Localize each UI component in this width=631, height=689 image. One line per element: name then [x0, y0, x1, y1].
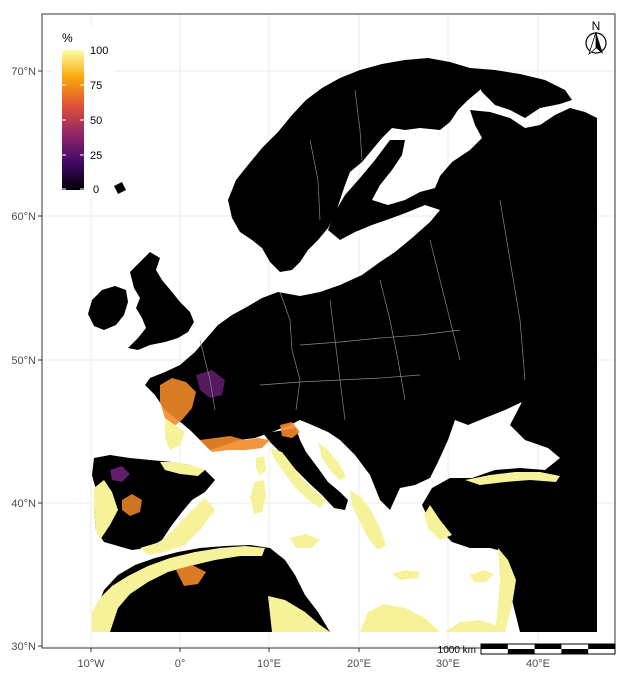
- legend-colorbar: [62, 50, 84, 190]
- great-britain: [128, 252, 194, 350]
- north-africa-orange: [176, 565, 206, 586]
- france-sw-light: [165, 418, 185, 450]
- north-arrow: N: [585, 19, 607, 56]
- x-axis: 10°W 0° 10°E 20°E 30°E 40°E: [77, 648, 550, 670]
- kola-peninsula: [470, 68, 572, 118]
- scale-bar: 1000 km: [438, 643, 616, 656]
- legend-label: 50: [90, 115, 102, 127]
- tunisia-libya-light: [268, 596, 330, 632]
- iberia-light-south: [140, 498, 215, 555]
- crete-light: [392, 570, 420, 580]
- y-tick-label: 70°N: [11, 66, 36, 78]
- egypt-light: [445, 620, 500, 632]
- levant-light: [495, 548, 516, 632]
- y-tick-label: 40°N: [11, 498, 36, 510]
- scale-bar-segment: [534, 644, 562, 649]
- x-tick-label: 20°E: [347, 658, 371, 670]
- scale-bar-segment: [481, 644, 508, 649]
- corsica-light: [256, 456, 266, 476]
- shetland-islands: [114, 182, 126, 194]
- scale-bar-segment: [561, 649, 589, 654]
- italy-orange-north: [280, 422, 300, 438]
- country-borders: [199, 89, 526, 421]
- scandinavia: [228, 58, 488, 272]
- sicily-light: [290, 534, 320, 548]
- x-tick-label: 10°W: [77, 658, 105, 670]
- iberia-orange-patch: [122, 494, 142, 516]
- north-africa-light: [92, 546, 265, 632]
- legend-title: %: [62, 31, 73, 45]
- legend-label: 25: [90, 150, 102, 162]
- legend-label: 75: [90, 80, 102, 92]
- legend-label: 100: [90, 45, 108, 57]
- italy-light-coast: [270, 448, 326, 508]
- iberia-purple-patch: [110, 466, 130, 482]
- greece-light: [350, 490, 386, 550]
- balearic-light: [200, 506, 214, 516]
- mediterranean-france-coast: [200, 436, 270, 452]
- scale-bar-segment: [588, 644, 615, 649]
- adriatic-coast-light: [318, 442, 346, 480]
- x-tick-label: 40°E: [526, 658, 550, 670]
- y-tick-label: 30°N: [11, 641, 36, 653]
- y-tick-label: 50°N: [11, 355, 36, 367]
- anatolia-coast-light: [424, 505, 452, 540]
- iberia-light-north: [160, 462, 205, 476]
- sardinia-light: [250, 480, 266, 514]
- y-axis: 30°N 40°N 50°N 60°N 70°N: [11, 66, 42, 653]
- north-arrow-label: N: [592, 19, 601, 33]
- italy: [262, 428, 348, 510]
- black-sea-south-coast: [465, 472, 560, 485]
- x-tick-label: 0°: [175, 658, 186, 670]
- legend-label: 0: [93, 184, 99, 196]
- ireland: [88, 286, 128, 330]
- cyprus-light: [470, 570, 494, 582]
- scale-bar-label: 1000 km: [438, 645, 476, 656]
- libya-coast-light: [360, 604, 440, 632]
- x-tick-label: 30°E: [436, 658, 460, 670]
- map-panel-border: [41, 13, 616, 649]
- france-sw-hotspot: [160, 378, 196, 428]
- x-tick-label: 10°E: [257, 658, 281, 670]
- y-tick-label: 60°N: [11, 211, 36, 223]
- anatolia: [430, 475, 597, 552]
- legend: % 100 75 50 25 0: [54, 26, 114, 198]
- scale-bar-segment: [507, 649, 535, 654]
- iberia-light-coast: [94, 480, 118, 540]
